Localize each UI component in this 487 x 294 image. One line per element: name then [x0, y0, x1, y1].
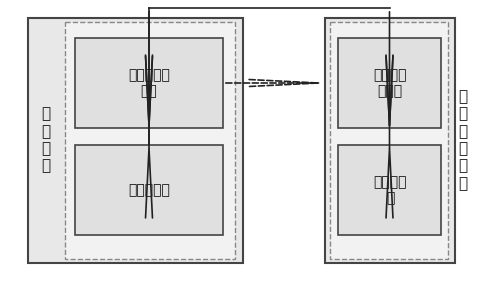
Text: 传屏客户
端: 传屏客户 端	[373, 175, 407, 205]
Text: 电
视
终
端: 电 视 终 端	[41, 106, 51, 173]
Bar	[338, 38, 441, 128]
Bar	[325, 18, 455, 263]
Text: 距离信号发
送端: 距离信号发 送端	[128, 68, 170, 98]
Bar	[75, 145, 223, 235]
Text: 传屏中间件: 传屏中间件	[128, 183, 170, 197]
Bar	[330, 22, 448, 259]
Text: 距离信号
接收端: 距离信号 接收端	[373, 68, 407, 98]
Bar	[75, 38, 223, 128]
Bar	[65, 22, 235, 259]
Bar	[28, 18, 243, 263]
Bar	[338, 145, 441, 235]
Text: 移
动
智
能
设
备: 移 动 智 能 设 备	[458, 89, 468, 191]
